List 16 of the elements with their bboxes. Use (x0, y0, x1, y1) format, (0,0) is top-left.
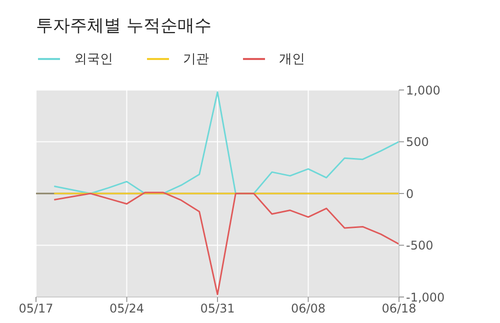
line-series (53, 91, 399, 194)
y-tick-label: 500 (406, 135, 429, 150)
y-tick-label: 0 (406, 186, 414, 201)
legend-label: 외국인 (74, 51, 113, 68)
y-tick-label: 1,000 (406, 83, 440, 98)
x-tick-label: 06/18 (382, 302, 416, 316)
x-tick-label: 06/08 (290, 302, 326, 316)
legend-label: 기관 (183, 51, 209, 68)
x-tick-label: 05/31 (200, 302, 235, 316)
y-tick-label: -1,000 (406, 290, 445, 304)
chart-title: 투자주체별 누적순매수 (36, 15, 212, 37)
y-tick-label: -500 (406, 238, 434, 253)
x-tick-label: 05/17 (18, 302, 54, 316)
legend-label: 개인 (279, 51, 305, 68)
line-series (53, 192, 399, 296)
x-tick-label: 05/24 (109, 302, 144, 316)
